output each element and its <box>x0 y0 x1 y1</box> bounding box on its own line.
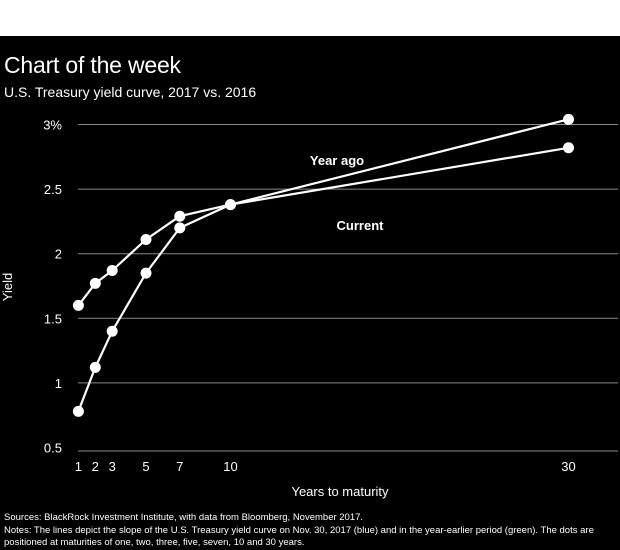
series-label: Current <box>337 218 385 233</box>
chart-subtitle: U.S. Treasury yield curve, 2017 vs. 2016 <box>4 84 257 100</box>
y-tick-label: 1.5 <box>44 311 62 326</box>
data-point-year-ago <box>174 210 186 222</box>
data-point-current <box>106 325 118 337</box>
y-tick-label: 2.5 <box>44 182 62 197</box>
y-tick-label: 3% <box>43 118 62 133</box>
yield-curve-chart: 0.511.522.53% 1 2 3 5 7 10 30 Year agoCurrent … <box>0 113 618 499</box>
x-tick-label: 7 <box>176 459 183 474</box>
data-points <box>72 113 574 417</box>
data-point-current <box>174 222 186 234</box>
y-tick-label: 1 <box>55 376 62 391</box>
chart-title: Chart of the week <box>4 52 181 78</box>
x-tick-label: 1 <box>75 459 82 474</box>
x-tick-label: 3 <box>109 459 116 474</box>
x-tick-label: 5 <box>142 459 149 474</box>
y-tick-label: 0.5 <box>44 441 62 456</box>
x-axis-label: Years to maturity <box>291 484 389 499</box>
data-point-year-ago <box>140 233 152 245</box>
data-point-year-ago <box>563 113 574 125</box>
series-line-current <box>77 146 569 412</box>
series-label: Year ago <box>310 153 364 168</box>
data-point-current <box>225 199 236 211</box>
data-point-current <box>563 142 574 154</box>
series-labels: Year ago Current <box>310 153 384 233</box>
data-point-year-ago <box>89 277 101 289</box>
y-axis-label: Yield <box>0 273 15 301</box>
data-point-year-ago <box>72 299 84 311</box>
x-tick-label: 30 <box>561 459 575 474</box>
data-point-year-ago <box>106 264 118 276</box>
data-point-current <box>140 267 152 279</box>
y-tick-labels: 0.5 1 1.5 2 2.5 3% <box>43 118 62 456</box>
x-tick-labels: 1 2 3 5 7 10 30 <box>75 459 576 474</box>
series-line-year-ago <box>77 118 569 307</box>
notes-text: Notes: The lines depict the slope of the… <box>4 525 594 548</box>
data-point-current <box>72 405 84 417</box>
sources-note: Sources: BlackRock Investment Institute,… <box>4 512 364 523</box>
y-tick-label: 2 <box>55 247 62 262</box>
data-point-current <box>89 361 101 373</box>
top-band <box>0 0 620 36</box>
x-tick-label: 10 <box>223 459 237 474</box>
grid-lines <box>78 124 618 452</box>
x-tick-label: 2 <box>92 459 99 474</box>
